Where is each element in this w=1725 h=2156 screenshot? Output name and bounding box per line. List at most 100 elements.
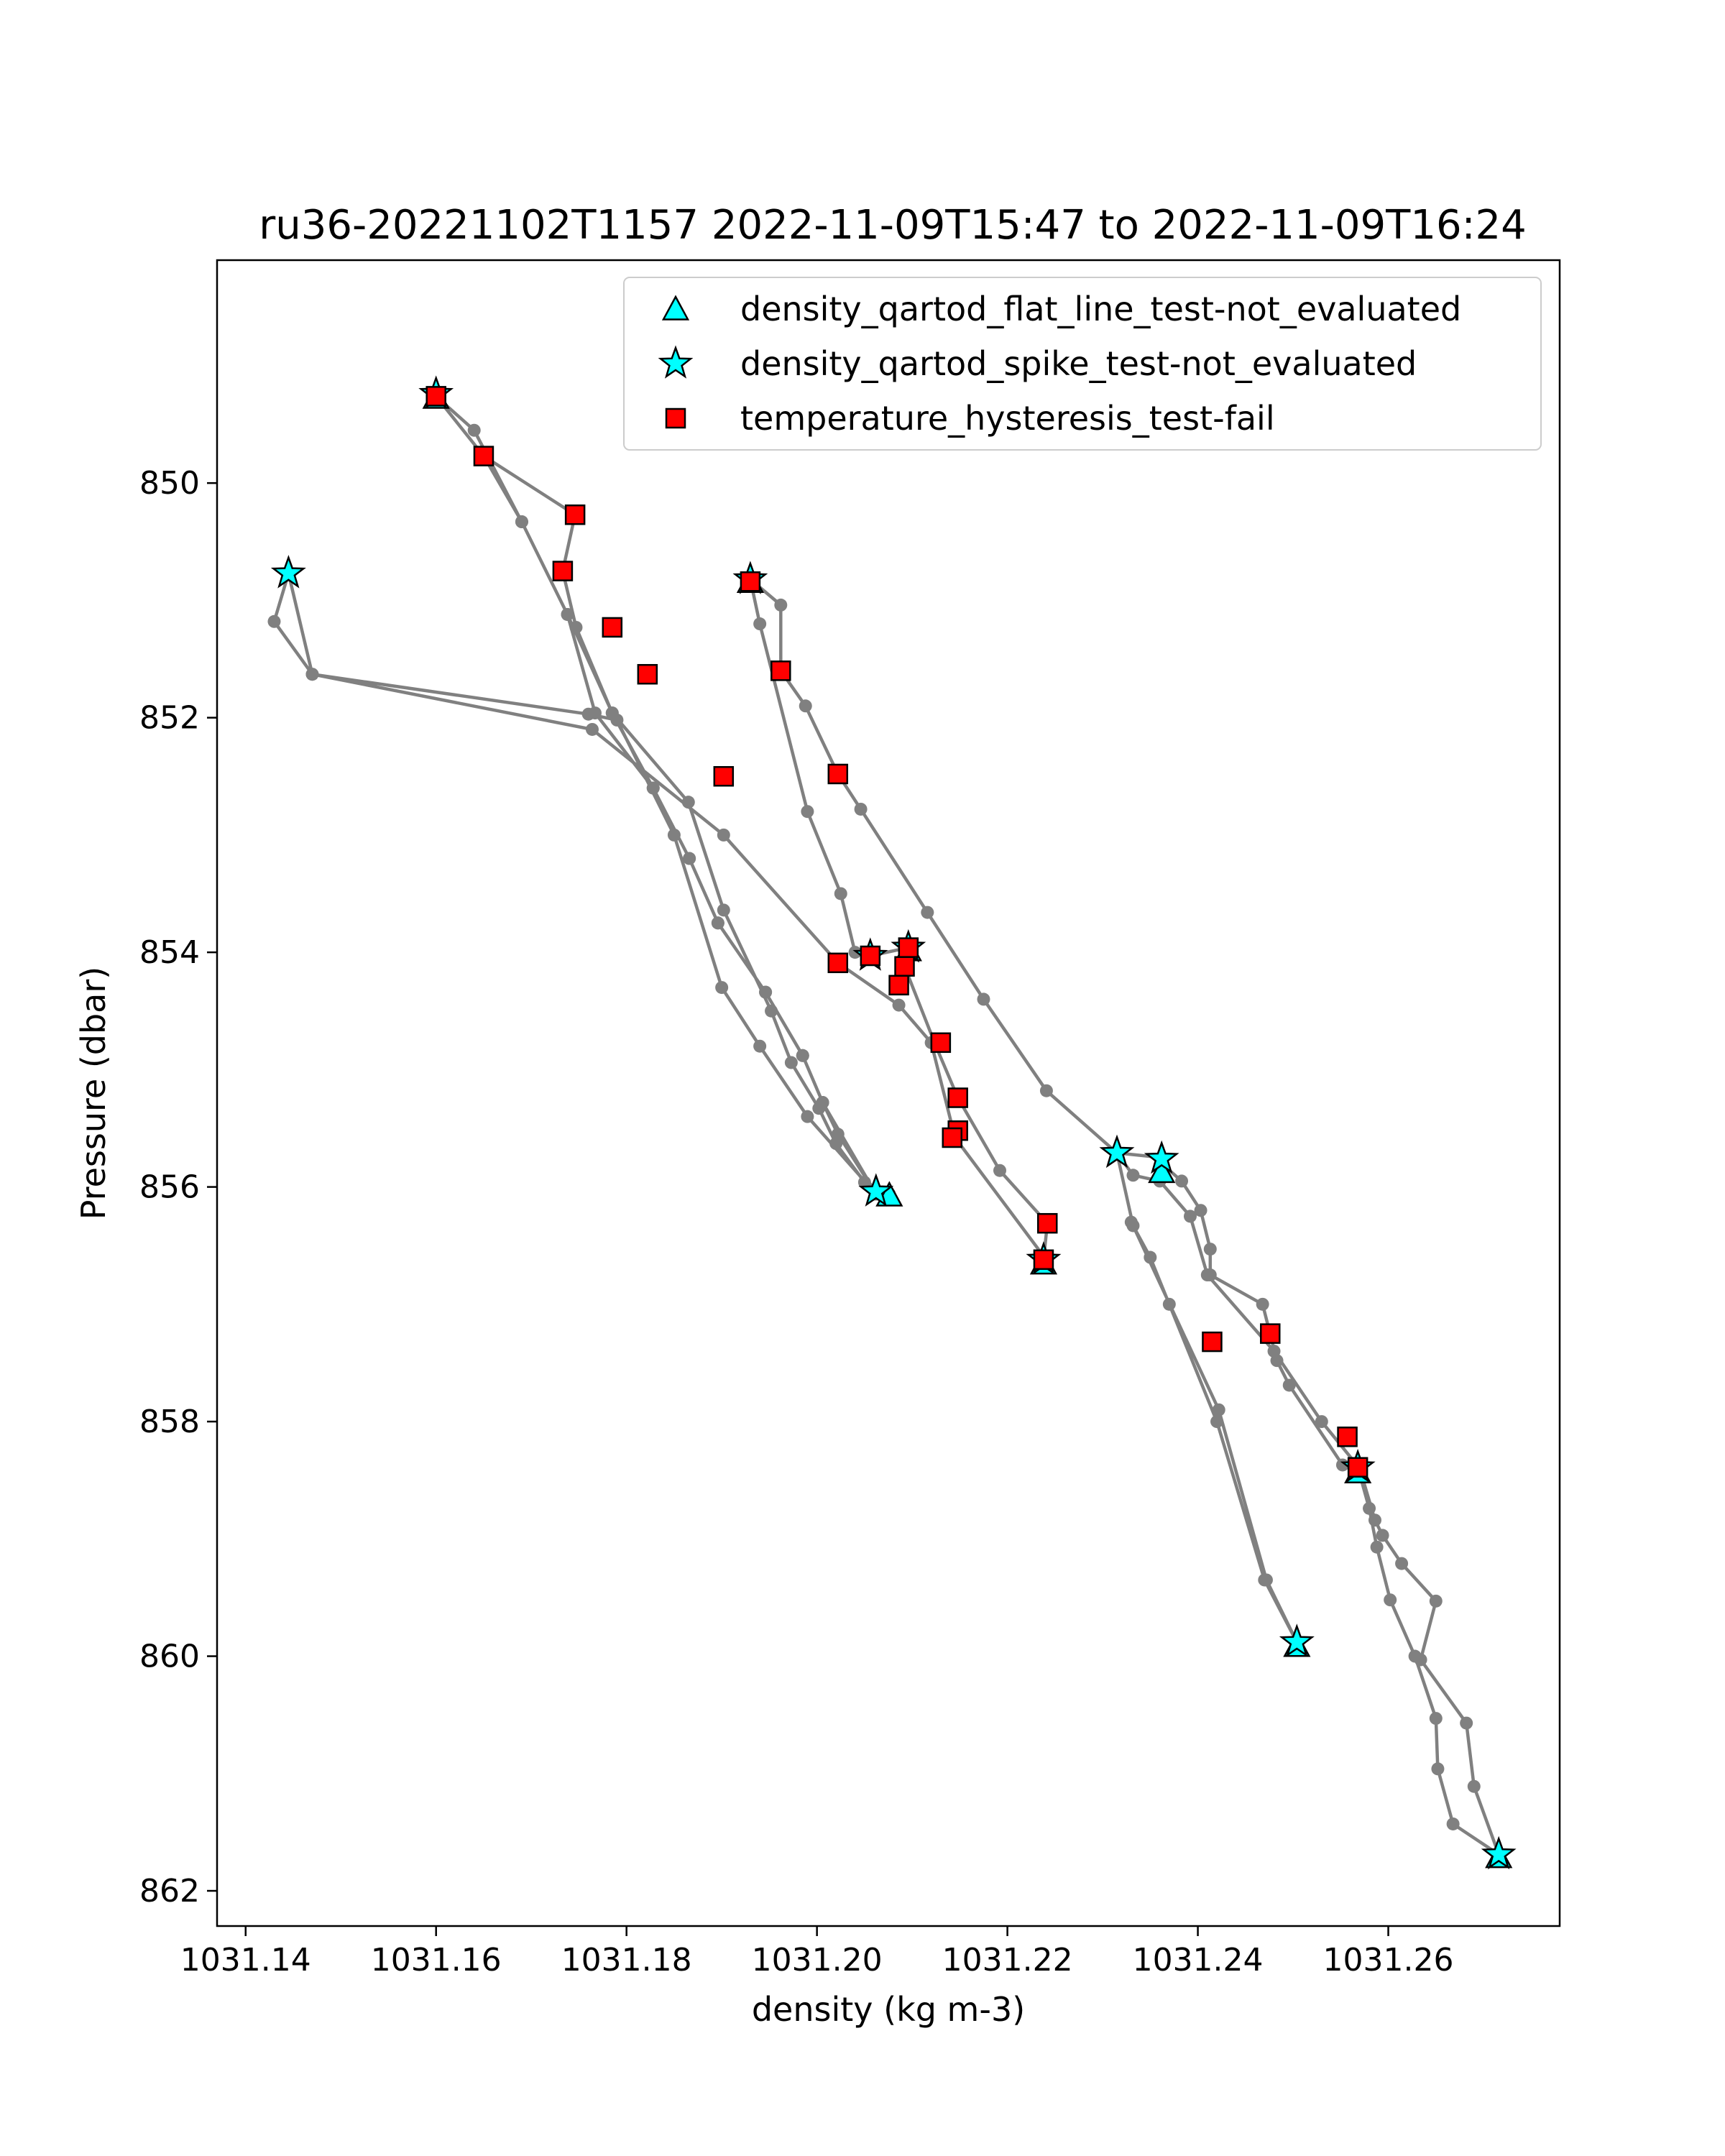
profile-point [1446, 1817, 1460, 1830]
square-marker [770, 660, 791, 681]
y-tick-label: 858 [139, 1404, 200, 1440]
profile-point [1429, 1712, 1443, 1726]
profile-point [681, 796, 695, 809]
profile-point [585, 722, 599, 736]
legend-square-icon [665, 407, 686, 429]
x-tick-label: 1031.20 [752, 1942, 883, 1978]
profile-point [796, 1049, 809, 1062]
x-axis: 1031.14 1031.16 1031.18 1031.20 1031.22 1031.… [180, 1926, 1454, 1978]
profile-line [272, 395, 1501, 1856]
profile-point [610, 713, 624, 727]
y-tick-label: 860 [139, 1639, 200, 1675]
square-marker [602, 617, 623, 638]
profile-point [717, 828, 730, 842]
triangle-marker [1148, 1157, 1176, 1184]
profile-point [715, 981, 729, 995]
square-marker [898, 937, 919, 958]
profile-point [1368, 1514, 1381, 1527]
profile-point [1203, 1243, 1217, 1256]
square-marker [894, 956, 915, 977]
square-marker [740, 571, 761, 592]
profile-point [848, 946, 862, 959]
square-marker [930, 1032, 952, 1054]
square-marker [473, 446, 494, 466]
profile-point [801, 805, 814, 819]
square-marker [552, 561, 574, 581]
profile-point [667, 828, 681, 842]
square-marker [827, 952, 849, 974]
profile-point [581, 707, 595, 721]
profile-point [1210, 1415, 1224, 1429]
square-marker [1033, 1249, 1054, 1271]
square-marker [637, 663, 658, 685]
profile-point [829, 1137, 843, 1151]
x-tick-label: 1031.14 [180, 1942, 311, 1978]
profile-point [305, 668, 319, 681]
square-marker [947, 1087, 968, 1108]
profile-point [784, 1056, 798, 1069]
profile-point [1258, 1573, 1271, 1587]
x-tick-label: 1031.16 [371, 1942, 502, 1978]
y-axis-title: Pressure (dbar) [74, 967, 113, 1220]
profile-point [1200, 1268, 1214, 1282]
profile-point [1395, 1557, 1409, 1570]
star-marker [1099, 1134, 1135, 1169]
profile-point [816, 1096, 829, 1110]
square-marker [1036, 1212, 1058, 1234]
profile-point [753, 1039, 767, 1053]
profile-point [892, 998, 906, 1012]
profile-point [1414, 1653, 1427, 1667]
profile-point [1315, 1415, 1328, 1429]
profile-point [1467, 1779, 1481, 1793]
profile-point [1256, 1297, 1269, 1311]
profile-point [1175, 1174, 1189, 1188]
profile-point [1429, 1594, 1443, 1608]
profile-point [1376, 1529, 1389, 1542]
y-axis: 850 852 854 856 858 860 862 [139, 465, 217, 1909]
star-marker [270, 555, 306, 589]
x-tick-label: 1031.24 [1133, 1942, 1264, 1978]
square-marker [1337, 1427, 1358, 1447]
profile-point [1267, 1345, 1281, 1358]
x-tick-label: 1031.26 [1323, 1942, 1454, 1978]
profile-point [1431, 1762, 1445, 1776]
profile-point [993, 1164, 1007, 1177]
profile-point [561, 607, 574, 621]
square-marker [888, 975, 909, 996]
profile-point [799, 699, 812, 713]
y-tick-label: 856 [139, 1169, 200, 1206]
x-tick-label: 1031.22 [942, 1942, 1073, 1978]
y-tick-label: 862 [139, 1873, 200, 1909]
profile-point [711, 916, 724, 930]
legend-label: density_qartod_flat_line_test-not_evalua… [740, 290, 1461, 328]
square-marker [942, 1127, 963, 1148]
profile-point [834, 887, 847, 900]
profile-point [569, 620, 583, 634]
x-tick-label: 1031.18 [561, 1942, 692, 1978]
profile-point [1183, 1210, 1197, 1223]
profile-point [1126, 1169, 1140, 1182]
profile-point [1384, 1593, 1397, 1607]
profile-point [854, 802, 868, 816]
profile-point [267, 614, 281, 628]
profile-point [857, 1176, 871, 1189]
star-marker [1481, 1835, 1517, 1870]
profile-point [1144, 1250, 1157, 1264]
profile-point [765, 1004, 778, 1018]
profile-point [1460, 1716, 1473, 1730]
legend-label: density_qartod_spike_test-not_evaluated [740, 344, 1417, 383]
square-marker [426, 386, 446, 407]
profile-point [921, 906, 934, 919]
profile-point [467, 423, 481, 437]
star-marker [1144, 1140, 1179, 1174]
profile-point [1162, 1297, 1176, 1311]
profile-point [753, 617, 767, 631]
legend-frame [623, 277, 1542, 451]
square-marker [564, 504, 586, 525]
star-marker [1279, 1623, 1315, 1657]
legend-label: temperature_hysteresis_test-fail [740, 399, 1275, 438]
plot-frame [216, 259, 1561, 1927]
profile-point [1194, 1204, 1208, 1217]
profile-point [683, 852, 696, 865]
